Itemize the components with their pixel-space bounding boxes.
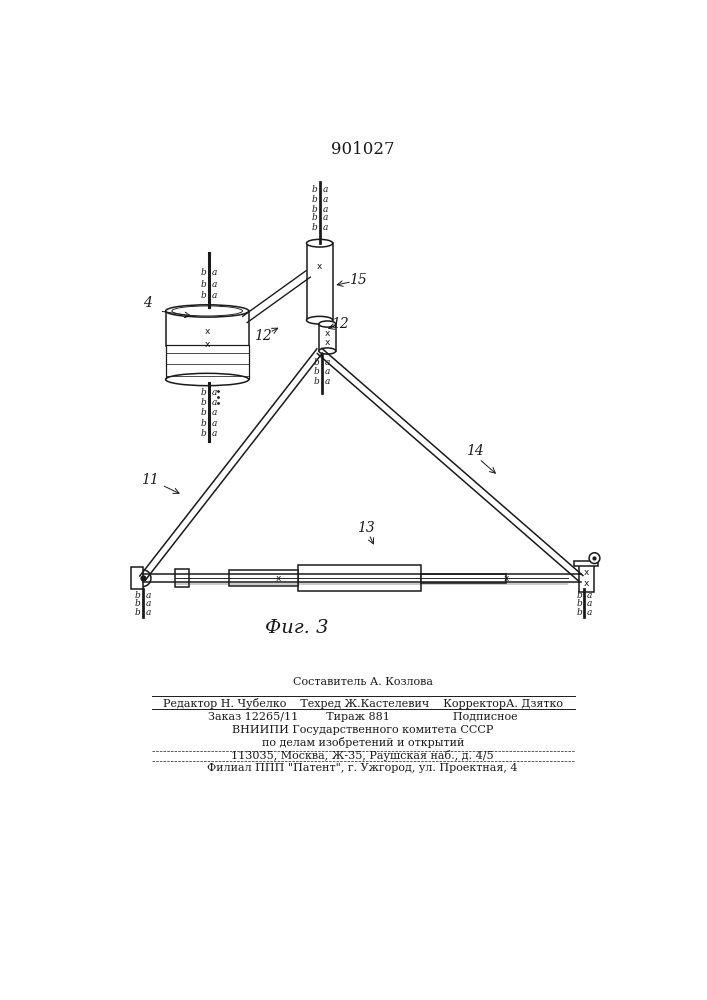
Text: b: b — [314, 377, 320, 386]
Text: x: x — [317, 262, 322, 271]
Text: b: b — [576, 599, 582, 608]
Text: 12: 12 — [332, 317, 349, 331]
Text: a: a — [211, 398, 217, 407]
Text: a: a — [588, 608, 592, 617]
Text: b: b — [311, 205, 317, 214]
Bar — [579, 564, 595, 592]
Text: b: b — [201, 388, 206, 397]
Ellipse shape — [307, 239, 333, 247]
Text: Заказ 12265/11        Тираж 881                  Подписное: Заказ 12265/11 Тираж 881 Подписное — [208, 712, 518, 722]
Text: a: a — [145, 608, 151, 617]
Text: a: a — [211, 291, 217, 300]
Text: 14: 14 — [467, 444, 484, 458]
Text: b: b — [311, 223, 317, 232]
Text: a: a — [322, 223, 327, 232]
Ellipse shape — [307, 316, 333, 324]
Bar — [175, 569, 189, 587]
Text: a: a — [145, 591, 151, 600]
Text: a: a — [322, 213, 327, 222]
Text: b: b — [201, 280, 206, 289]
Text: Фиг. 3: Фиг. 3 — [264, 619, 328, 637]
Text: b: b — [576, 608, 582, 617]
Text: b: b — [311, 213, 317, 222]
Text: b: b — [311, 195, 317, 204]
Bar — [298, 565, 421, 591]
Bar — [229, 570, 298, 586]
Text: a: a — [322, 195, 327, 204]
Text: a: a — [211, 268, 217, 277]
Text: a: a — [588, 591, 592, 600]
Text: a: a — [211, 280, 217, 289]
Text: b: b — [311, 185, 317, 194]
Text: b: b — [201, 398, 206, 407]
Text: a: a — [145, 599, 151, 608]
Bar — [131, 567, 143, 589]
Text: a: a — [322, 205, 327, 214]
Bar — [307, 243, 333, 320]
Text: b: b — [134, 599, 140, 608]
Bar — [165, 311, 249, 346]
Bar — [165, 345, 249, 379]
Text: x: x — [583, 568, 589, 577]
Text: x: x — [503, 574, 508, 583]
Text: 113035, Москва, Ж-35, Раушская наб., д. 4/5: 113035, Москва, Ж-35, Раушская наб., д. … — [231, 750, 494, 761]
Text: 13: 13 — [357, 521, 375, 535]
Ellipse shape — [165, 373, 249, 386]
Text: Редактор Н. Чубелко    Техред Ж.Кастелевич    КорректорА. Дзятко: Редактор Н. Чубелко Техред Ж.Кастелевич … — [163, 698, 563, 709]
Text: b: b — [201, 268, 206, 277]
Text: b: b — [201, 408, 206, 417]
Text: b: b — [201, 429, 206, 438]
Text: 11: 11 — [141, 473, 159, 487]
Text: a: a — [322, 185, 327, 194]
Bar — [421, 574, 506, 583]
Ellipse shape — [319, 348, 336, 354]
Text: a: a — [211, 408, 217, 417]
Text: a: a — [325, 358, 330, 367]
Text: a: a — [325, 377, 330, 386]
Text: a: a — [325, 367, 330, 376]
Text: b: b — [134, 608, 140, 617]
Text: x: x — [583, 579, 589, 588]
Text: b: b — [134, 591, 140, 600]
Text: 901027: 901027 — [331, 141, 395, 158]
Text: b: b — [201, 291, 206, 300]
Text: a: a — [211, 429, 217, 438]
Text: x: x — [325, 338, 330, 347]
Circle shape — [589, 553, 600, 564]
Text: a: a — [211, 419, 217, 428]
Text: по делам изобретений и открытий: по делам изобретений и открытий — [262, 737, 464, 748]
Text: 12: 12 — [254, 329, 271, 343]
Ellipse shape — [319, 321, 336, 327]
Text: b: b — [314, 358, 320, 367]
Text: x: x — [276, 574, 281, 583]
Circle shape — [134, 570, 151, 587]
Bar — [575, 561, 597, 566]
Text: 15: 15 — [349, 273, 367, 287]
Text: b: b — [201, 419, 206, 428]
Text: 4: 4 — [144, 296, 152, 310]
Bar — [319, 324, 336, 351]
Text: ВНИИПИ Государственного комитета СССР: ВНИИПИ Государственного комитета СССР — [232, 725, 493, 735]
Ellipse shape — [165, 305, 249, 317]
Text: a: a — [211, 388, 217, 397]
Text: x: x — [325, 329, 330, 338]
Text: b: b — [314, 367, 320, 376]
Text: x: x — [204, 327, 210, 336]
Text: Составитель А. Козлова: Составитель А. Козлова — [293, 677, 433, 687]
Text: x: x — [204, 340, 210, 349]
Text: Филиал ППП "Патент", г. Ужгород, ул. Проектная, 4: Филиал ППП "Патент", г. Ужгород, ул. Про… — [207, 763, 518, 773]
Text: a: a — [588, 599, 592, 608]
Text: b: b — [576, 591, 582, 600]
